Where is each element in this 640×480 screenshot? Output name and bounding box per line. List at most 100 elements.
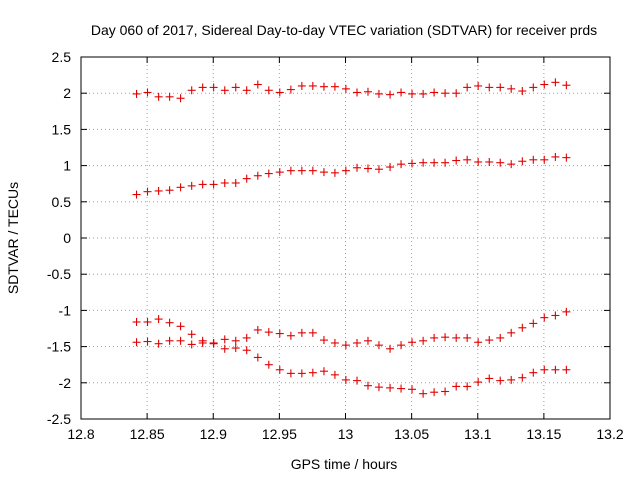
data-point: [264, 328, 273, 337]
data-point: [297, 166, 306, 175]
data-point: [275, 168, 284, 177]
data-point: [297, 328, 306, 337]
data-point: [419, 89, 428, 98]
data-point: [231, 178, 240, 187]
data-point: [264, 169, 273, 178]
data-point: [430, 88, 439, 97]
data-point: [154, 186, 163, 195]
data-point: [165, 92, 174, 101]
data-point: [341, 375, 350, 384]
data-point: [485, 157, 494, 166]
data-point: [397, 88, 406, 97]
data-point: [397, 384, 406, 393]
data-point: [496, 333, 505, 342]
x-tick-label: 13.15: [526, 426, 561, 442]
data-point: [253, 171, 262, 180]
data-point: [463, 333, 472, 342]
data-point: [397, 341, 406, 350]
data-point: [452, 333, 461, 342]
data-point: [242, 174, 251, 183]
data-point: [353, 88, 362, 97]
y-axis-label: SDTVAR / TECUs: [5, 182, 21, 294]
data-point: [374, 89, 383, 98]
data-point: [231, 336, 240, 345]
data-point: [209, 339, 218, 348]
data-point: [275, 365, 284, 374]
data-point: [529, 83, 538, 92]
data-point: [452, 156, 461, 165]
data-point: [540, 365, 549, 374]
data-point: [220, 344, 229, 353]
data-point: [165, 318, 174, 327]
data-point: [209, 180, 218, 189]
data-point: [330, 168, 339, 177]
data-point: [474, 378, 483, 387]
data-point: [507, 375, 516, 384]
data-point: [363, 336, 372, 345]
data-point: [297, 81, 306, 90]
data-point: [286, 369, 295, 378]
data-point: [353, 338, 362, 347]
data-point: [319, 336, 328, 345]
data-point: [430, 158, 439, 167]
data-point: [353, 376, 362, 385]
data-point: [297, 369, 306, 378]
data-point: [319, 82, 328, 91]
data-point: [386, 344, 395, 353]
data-point: [518, 157, 527, 166]
data-point: [165, 186, 174, 195]
y-tick-label: -1: [59, 302, 72, 318]
data-point: [496, 376, 505, 385]
data-point: [397, 160, 406, 169]
data-point: [441, 387, 450, 396]
data-point: [176, 322, 185, 331]
data-point: [551, 365, 560, 374]
data-point: [308, 166, 317, 175]
data-point: [231, 344, 240, 353]
x-axis-label: GPS time / hours: [291, 456, 398, 472]
data-point: [540, 80, 549, 89]
data-point: [419, 158, 428, 167]
data-point: [529, 368, 538, 377]
data-point: [209, 83, 218, 92]
data-point: [485, 336, 494, 345]
x-tick-label: 13.2: [596, 426, 623, 442]
data-point: [529, 155, 538, 164]
data-point: [198, 338, 207, 347]
data-point: [441, 333, 450, 342]
data-point: [341, 166, 350, 175]
data-point: [286, 331, 295, 340]
x-tick-label: 13: [338, 426, 354, 442]
data-point: [419, 336, 428, 345]
data-point: [430, 333, 439, 342]
data-point: [264, 86, 273, 95]
data-point: [253, 353, 262, 362]
data-point: [264, 360, 273, 369]
data-point: [518, 373, 527, 382]
data-point: [330, 82, 339, 91]
data-point: [441, 158, 450, 167]
data-point: [187, 86, 196, 95]
data-point: [540, 313, 549, 322]
data-point: [132, 190, 141, 199]
data-point: [286, 166, 295, 175]
data-point: [452, 382, 461, 391]
series-2: [132, 152, 571, 199]
data-point: [363, 381, 372, 390]
data-point: [220, 86, 229, 95]
data-point: [562, 365, 571, 374]
x-tick-label: 12.8: [67, 426, 94, 442]
chart-title: Day 060 of 2017, Sidereal Day-to-day VTE…: [91, 22, 597, 38]
data-point: [363, 164, 372, 173]
data-point: [408, 385, 417, 394]
data-point: [275, 329, 284, 338]
data-point: [319, 168, 328, 177]
axis-ticks: 12.8 12.85 12.9 12.95 13 13.05 13.1 13.15 13.2 2.…: [47, 49, 624, 442]
data-point: [463, 155, 472, 164]
x-tick-label: 13.1: [464, 426, 491, 442]
data-point: [143, 187, 152, 196]
data-point: [165, 336, 174, 345]
data-point: [496, 158, 505, 167]
data-point: [551, 152, 560, 161]
